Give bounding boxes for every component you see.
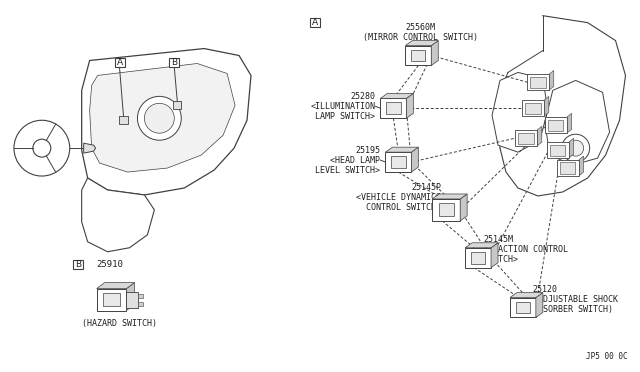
Polygon shape: [90, 64, 235, 172]
Text: B: B: [75, 260, 81, 269]
Text: LAMP SWITCH>: LAMP SWITCH>: [316, 112, 376, 121]
Polygon shape: [412, 147, 419, 172]
Bar: [73, 260, 83, 269]
Circle shape: [33, 139, 51, 157]
Text: 25195: 25195: [355, 146, 380, 155]
Text: (MIRROR CONTROL SWITCH): (MIRROR CONTROL SWITCH): [363, 33, 478, 42]
Bar: [385, 152, 412, 172]
Text: 25280: 25280: [351, 92, 376, 101]
Bar: [97, 289, 127, 311]
Polygon shape: [567, 113, 572, 133]
Bar: [118, 116, 129, 124]
Polygon shape: [537, 126, 542, 146]
Polygon shape: [97, 283, 134, 289]
Polygon shape: [380, 93, 413, 98]
Polygon shape: [127, 283, 134, 311]
Polygon shape: [385, 147, 419, 152]
Text: 25145M: 25145M: [483, 235, 513, 244]
Bar: [557, 160, 579, 176]
Polygon shape: [406, 93, 413, 118]
Text: 25120: 25120: [533, 285, 558, 294]
Bar: [471, 252, 485, 264]
Polygon shape: [492, 73, 548, 152]
Bar: [173, 101, 181, 109]
Bar: [138, 294, 143, 298]
Bar: [560, 163, 575, 174]
Bar: [518, 132, 534, 144]
Text: CONTROL SWITCH>: CONTROL SWITCH>: [366, 203, 441, 212]
Text: B: B: [172, 58, 177, 67]
Polygon shape: [82, 49, 251, 195]
Bar: [432, 199, 460, 221]
Bar: [115, 58, 125, 67]
Text: LEVEL SWITCH>: LEVEL SWITCH>: [316, 166, 380, 174]
Polygon shape: [405, 41, 438, 45]
Polygon shape: [549, 70, 554, 90]
Polygon shape: [460, 194, 467, 221]
Bar: [522, 100, 544, 116]
Bar: [530, 77, 545, 88]
Text: JP5 00 0C: JP5 00 0C: [586, 352, 627, 361]
Text: 25145P: 25145P: [412, 183, 441, 192]
Polygon shape: [569, 138, 573, 158]
Circle shape: [568, 140, 584, 156]
Text: (HAZARD SWITCH): (HAZARD SWITCH): [82, 320, 157, 328]
Polygon shape: [544, 96, 549, 116]
Polygon shape: [431, 41, 438, 65]
Bar: [515, 130, 537, 146]
Bar: [380, 98, 406, 118]
Polygon shape: [84, 143, 95, 153]
Text: 25560M: 25560M: [405, 23, 435, 32]
Text: <TRACTION CONTROL: <TRACTION CONTROL: [483, 245, 568, 254]
Text: ABSORBER SWITCH): ABSORBER SWITCH): [533, 305, 613, 314]
Bar: [438, 203, 454, 217]
Text: <VEHICLE DYNAMICS: <VEHICLE DYNAMICS: [356, 193, 441, 202]
Polygon shape: [536, 292, 543, 317]
Text: (ADJUSTABLE SHOCK: (ADJUSTABLE SHOCK: [533, 295, 618, 304]
Text: SWITCH>: SWITCH>: [483, 255, 518, 264]
Bar: [387, 102, 401, 114]
Bar: [170, 58, 179, 67]
Bar: [138, 302, 143, 305]
Bar: [412, 49, 426, 61]
Bar: [405, 45, 431, 65]
Polygon shape: [545, 80, 609, 165]
Polygon shape: [510, 292, 543, 298]
Bar: [391, 156, 406, 168]
Bar: [310, 18, 320, 27]
Circle shape: [138, 96, 181, 140]
Bar: [527, 74, 549, 90]
Text: <ILLUMINATION: <ILLUMINATION: [310, 102, 376, 111]
Circle shape: [14, 120, 70, 176]
Bar: [510, 298, 536, 317]
Bar: [103, 293, 120, 306]
Text: <HEAD LAMP: <HEAD LAMP: [330, 155, 380, 164]
Polygon shape: [579, 156, 584, 176]
Bar: [516, 302, 530, 314]
Bar: [548, 120, 563, 131]
Text: A: A: [312, 18, 318, 27]
Bar: [545, 117, 567, 133]
Circle shape: [145, 103, 174, 133]
Bar: [547, 142, 569, 158]
Bar: [550, 145, 565, 156]
Polygon shape: [491, 243, 498, 268]
Bar: [127, 292, 138, 308]
Text: A: A: [116, 58, 123, 67]
Bar: [525, 103, 541, 114]
Text: 25910: 25910: [97, 260, 124, 269]
Polygon shape: [432, 194, 467, 199]
Polygon shape: [465, 243, 498, 248]
Circle shape: [562, 134, 589, 162]
Polygon shape: [82, 178, 154, 252]
Bar: [465, 248, 491, 268]
